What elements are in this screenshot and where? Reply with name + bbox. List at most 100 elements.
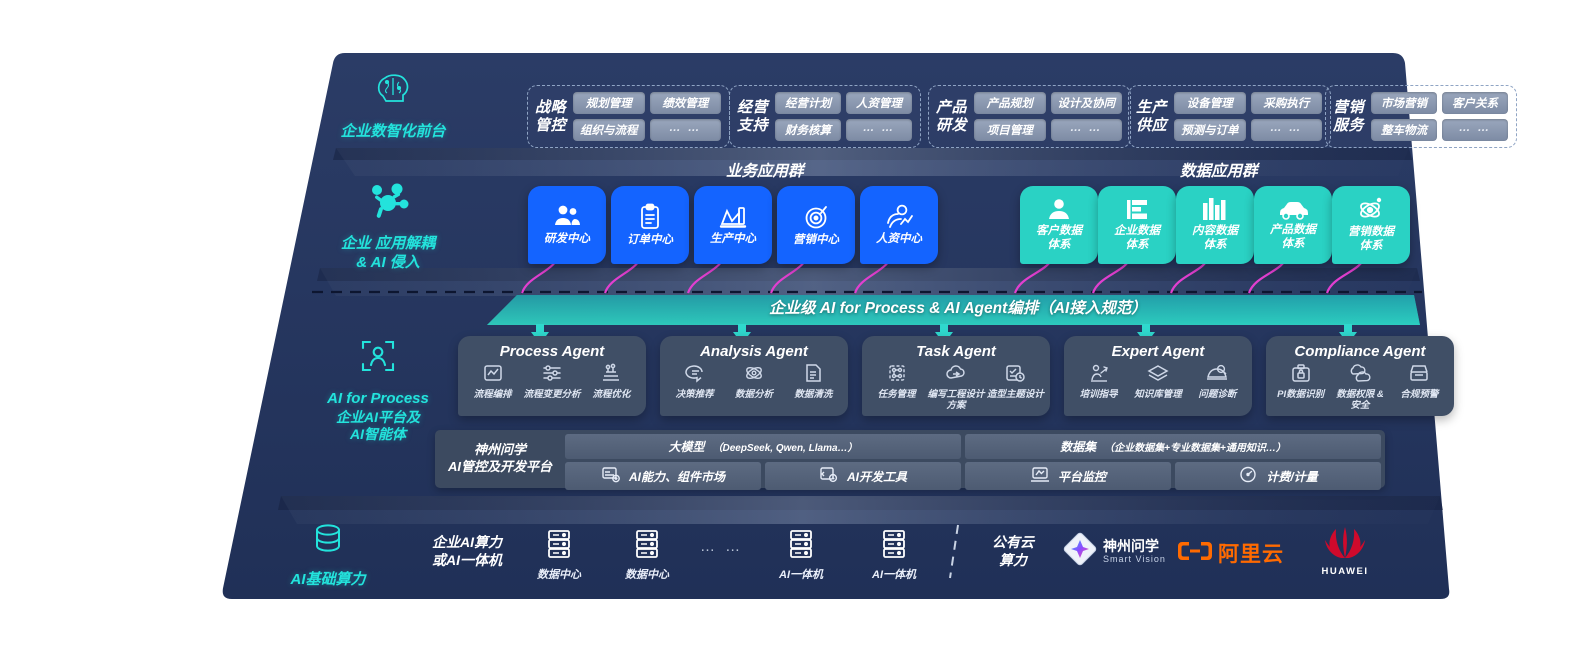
agent-card-task[interactable]: Task Agent 任务管理 [862,336,1050,416]
agent-item[interactable]: 任务管理 [867,363,926,412]
rail-front: 企业数智化前台 [318,68,468,142]
agent-item[interactable]: 流程编排 [463,363,522,401]
platform-models-main: 大模型 [668,440,705,454]
app-card-rd-center[interactable]: 研发中心 [528,186,606,264]
agent-item-label: 数据分析 [734,389,773,400]
app-card-content-data[interactable]: 内容数据 体系 [1176,186,1254,264]
top-group-chip[interactable]: 经营计划 [775,92,842,114]
infra-ai-appliance-1[interactable]: AI一体机 [762,528,840,583]
top-group-chip-more[interactable]: … … [649,119,722,141]
diagnose-icon [1205,363,1229,388]
platform-billing-cell[interactable]: 计费/计量 [1175,462,1381,490]
agent-item-label: 培训指导 [1079,389,1118,400]
top-group-chip[interactable]: 客户关系 [1442,92,1509,114]
agent-item[interactable]: 决策推荐 [665,363,724,401]
agent-item[interactable]: 合规预警 [1390,363,1449,412]
top-group-chip-more[interactable]: … … [1050,119,1123,141]
agent-card-expert[interactable]: Expert Agent 培训指导 知识库管理 [1064,336,1252,416]
agent-item-label: 流程优化 [592,389,631,400]
infra-datacenter-1[interactable]: 数据中心 [520,528,598,583]
top-group-chip[interactable]: 人资管理 [846,92,913,114]
top-group-chip[interactable]: 预测与订单 [1174,119,1246,141]
top-group-chip[interactable]: 规划管理 [573,92,645,114]
top-group-production[interactable]: 生产 供应 设备管理 采购执行 预测与订单 … … [1128,85,1332,148]
infra-enterprise-compute: 企业AI算力 或AI一体机 [412,534,522,569]
logo-aliyun[interactable]: 阿里云 [1178,538,1308,568]
infra-datacenter-2[interactable]: 数据中心 [608,528,686,583]
app-card-enterprise-data[interactable]: 企业数据 体系 [1098,186,1176,264]
platform-monitor-cell[interactable]: 平台监控 [965,462,1171,490]
task-node-icon [886,363,908,388]
top-group-strategy[interactable]: 战略 管控 规划管理 绩效管理 组织与流程 … … [527,85,731,148]
agent-item[interactable]: 知识库管理 [1128,363,1187,401]
top-group-marketing[interactable]: 营销 服务 市场营销 客户关系 整车物流 … … [1325,85,1518,148]
agent-item-label: 编写工程设计方案 [927,389,985,411]
platform-dataset-cell[interactable]: 数据集 （企业数据集+专业数据集+通用知识…） [965,434,1381,459]
app-card-product-data[interactable]: 产品数据 体系 [1254,186,1332,264]
agent-item[interactable]: 编写工程设计方案 [926,363,985,412]
agent-card-compliance[interactable]: Compliance Agent PI数据识别 [1266,336,1454,416]
flow-chart-icon [482,363,504,388]
rail-decouple: 企业 应用解耦 & AI 侵入 [308,182,468,273]
monitor-icon [1030,466,1050,486]
agent-item[interactable]: 数据权限 & 安全 [1330,363,1389,412]
agent-card-process[interactable]: Process Agent 流程编排 流程变更分析 [458,336,646,416]
app-card-production-center[interactable]: 生产中心 [694,186,772,264]
agent-item[interactable]: 培训指导 [1069,363,1128,401]
top-group-chip[interactable]: 产品规划 [974,92,1046,114]
top-group-chip[interactable]: 财务核算 [775,119,842,141]
platform-devtool-cell[interactable]: AI开发工具 [765,462,961,490]
agent-item-label: 数据清洗 [794,389,833,400]
infra-ai-appliance-2[interactable]: AI一体机 [855,528,933,583]
top-group-chip[interactable]: 市场营销 [1371,92,1438,114]
agent-item[interactable]: 问题诊断 [1188,363,1247,401]
agent-item[interactable]: 数据清洗 [784,363,843,401]
alert-box-icon [1408,363,1430,388]
agent-item-label: 数据权限 & 安全 [1336,389,1384,411]
top-group-chip[interactable]: 设备管理 [1174,92,1246,114]
platform-billing-label: 计费/计量 [1266,469,1318,484]
top-group-chip-more[interactable]: … … [1442,119,1509,141]
app-card-marketing-data[interactable]: 营销数据 体系 [1332,186,1410,264]
rail-aiprocess-line2: 企业AI平台及 AI智能体 [336,408,420,443]
factory-icon [719,203,747,229]
server-icon [879,528,909,565]
agent-card-analysis[interactable]: Analysis Agent 决策推荐 [660,336,848,416]
agent-item[interactable]: PI数据识别 [1271,363,1330,412]
app-card-marketing-center[interactable]: 营销中心 [777,186,855,264]
platform-models-cell[interactable]: 大模型 （DeepSeek, Qwen, Llama…） [565,434,961,459]
app-card-order-center[interactable]: 订单中心 [611,186,689,264]
agent-item[interactable]: 数据分析 [724,363,783,401]
gauge-icon [1238,466,1258,486]
cloud-doc-icon [944,363,968,388]
agent-item[interactable]: 流程优化 [582,363,641,401]
list-settings-icon [541,363,563,388]
top-group-product-rd[interactable]: 产品 研发 产品规划 设计及协同 项目管理 … … [928,85,1132,148]
top-group-chip-more[interactable]: … … [846,119,913,141]
person-chart-icon [885,203,913,229]
top-group-chip[interactable]: 组织与流程 [573,119,645,141]
agent-item-label: PI数据识别 [1277,389,1325,400]
top-group-operation[interactable]: 经营 支持 经营计划 人资管理 财务核算 … … [729,85,922,148]
logo-huawei[interactable]: HUAWEI [1305,527,1385,577]
top-group-chip[interactable]: 项目管理 [974,119,1046,141]
rail-infra: AI基础算力 [258,520,398,590]
infra-public-cloud: 公有云 算力 [968,534,1058,569]
top-group-chip[interactable]: 设计及协同 [1050,92,1123,114]
platform-market-cell[interactable]: AI能力、组件市场 [565,462,761,490]
agent-item[interactable]: 流程变更分析 [522,363,581,401]
agent-title: Analysis Agent [700,343,808,360]
user-icon [1047,197,1071,221]
platform-dataset-sub: （企业数据集+专业数据集+通用知识…） [1104,443,1286,454]
top-group-chip[interactable]: 绩效管理 [649,92,722,114]
agent-title: Process Agent [499,343,605,360]
top-group-chip-more[interactable]: … … [1250,119,1323,141]
agent-item[interactable]: 造型主题设计 [986,363,1045,412]
logo-shenzhou-smartvision[interactable]: 神州问学 Smart Vision [1063,532,1183,571]
top-group-chip[interactable]: 采购执行 [1250,92,1323,114]
rail-decouple-line2: & AI 侵入 [356,253,420,271]
app-card-hr-center[interactable]: 人资中心 [860,186,938,264]
top-group-chip[interactable]: 整车物流 [1371,119,1438,141]
app-card-customer-data[interactable]: 客户数据 体系 [1020,186,1098,264]
